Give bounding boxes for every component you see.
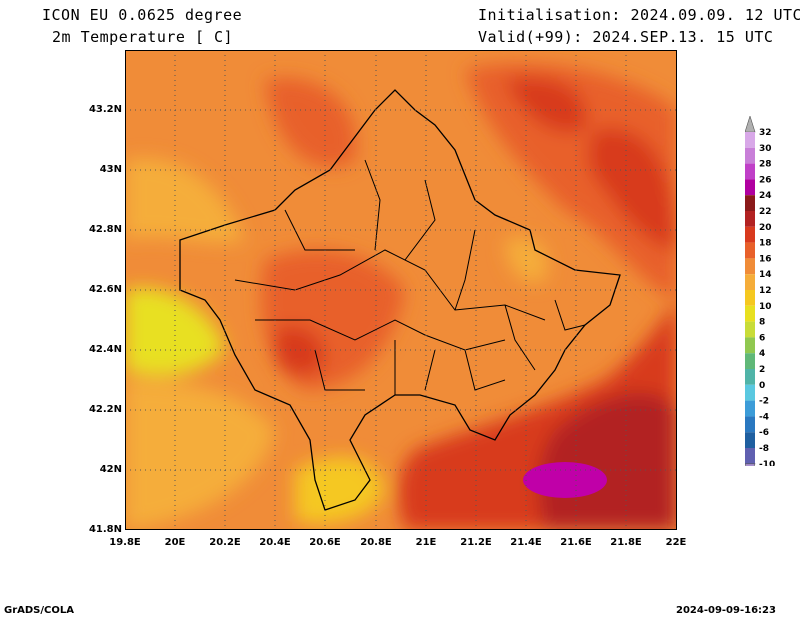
colorbar-label: -8 (759, 444, 769, 454)
lat-label: 42N (99, 464, 122, 475)
colorbar-label: 26 (759, 175, 772, 185)
colorbar-swatch (745, 337, 755, 354)
colorbar-label: 6 (759, 333, 765, 343)
colorbar-label: 2 (759, 365, 765, 375)
colorbar-swatch (745, 242, 755, 259)
lat-label: 41.8N (88, 524, 122, 535)
colorbar-swatch (745, 290, 755, 306)
colorbar-swatch (745, 369, 755, 385)
colorbar-swatch (745, 163, 755, 180)
colorbar-swatch (745, 258, 755, 275)
grid-lines (125, 50, 677, 530)
colorbar-label: 22 (759, 207, 772, 217)
colorbar-label: 30 (759, 144, 772, 154)
colorbar-label: 16 (759, 254, 772, 264)
lon-label: 21.6E (560, 537, 592, 548)
lat-label: 42.2N (88, 404, 122, 415)
colorbar-label: 20 (759, 223, 772, 233)
lat-label: 43.2N (88, 104, 122, 115)
field-yellow-w (125, 288, 225, 376)
colorbar-swatch (745, 179, 755, 196)
colorbar-swatch (745, 211, 755, 227)
colorbar-swatch (745, 321, 755, 338)
colorbar-swatch (745, 195, 755, 211)
colorbar-label: -4 (759, 412, 769, 422)
lon-label: 19.8E (109, 537, 141, 548)
lon-label: 22E (665, 537, 687, 548)
lon-label: 20.2E (209, 537, 241, 548)
lon-label: 21.4E (510, 537, 542, 548)
colorbar-label: 4 (759, 349, 765, 359)
field-max-magenta (523, 462, 607, 498)
lon-label: 21.2E (460, 537, 492, 548)
init-time: Initialisation: 2024.09.09. 12 UTC (478, 6, 800, 24)
field-orange-w (125, 158, 245, 243)
colorbar-swatch (745, 416, 755, 433)
footer-right: 2024-09-09-16:23 (676, 605, 776, 616)
colorbar-swatch (745, 448, 755, 464)
colorbar-label: 0 (759, 381, 765, 391)
lon-label: 20.6E (309, 537, 341, 548)
colorbar-swatch (745, 147, 755, 164)
colorbar-swatch (745, 274, 755, 290)
lat-label: 42.6N (88, 284, 122, 295)
model-title: ICON EU 0.0625 degree (42, 6, 243, 24)
lon-label: 20.4E (259, 537, 291, 548)
colorbar-bottom-arrow (745, 463, 756, 466)
colorbar-swatch (745, 400, 755, 417)
variable-title: 2m Temperature [ C] (52, 28, 234, 46)
colorbar-label: 14 (759, 270, 772, 280)
lon-label: 21.8E (610, 537, 642, 548)
colorbar-label: 10 (759, 302, 772, 312)
lat-label: 42.4N (88, 344, 122, 355)
field-yellow-s (295, 456, 385, 524)
field-warm-nw (265, 78, 357, 168)
region-borders (179, 89, 621, 511)
field-warm-ne (465, 63, 677, 300)
lon-label: 20E (164, 537, 186, 548)
colorbar-swatch (745, 132, 755, 148)
colorbar-label: -6 (759, 428, 769, 438)
colorbar-label: 8 (759, 318, 765, 328)
lon-label: 20.8E (360, 537, 392, 548)
colorbar-swatch (745, 305, 755, 322)
colorbar-label: 24 (759, 191, 772, 201)
colorbar-label: -2 (759, 397, 769, 407)
lat-label: 43N (99, 164, 122, 175)
field-hot-ne (505, 77, 587, 133)
colorbar-swatch (745, 432, 755, 448)
lat-label: 42.8N (88, 224, 122, 235)
colorbar-swatch (745, 226, 755, 243)
colorbar-label: 12 (759, 286, 772, 296)
colorbar-swatch (745, 384, 755, 401)
temperature-map (125, 50, 677, 530)
colorbar-label: 32 (759, 128, 772, 138)
lon-label: 21E (415, 537, 437, 548)
colorbar-label: -10 (759, 460, 775, 466)
field-hot-e (588, 128, 677, 250)
map-border (125, 50, 677, 530)
colorbar-swatch (745, 353, 755, 369)
colorbar-top-arrow (745, 116, 756, 133)
field-hot-center (275, 326, 325, 375)
colorbar-label: 28 (759, 160, 772, 170)
field-orange-sw (125, 380, 275, 530)
colorbar-label: 18 (759, 239, 772, 249)
valid-time: Valid(+99): 2024.SEP.13. 15 UTC (478, 28, 774, 46)
footer-left: GrADS/COLA (4, 605, 74, 616)
